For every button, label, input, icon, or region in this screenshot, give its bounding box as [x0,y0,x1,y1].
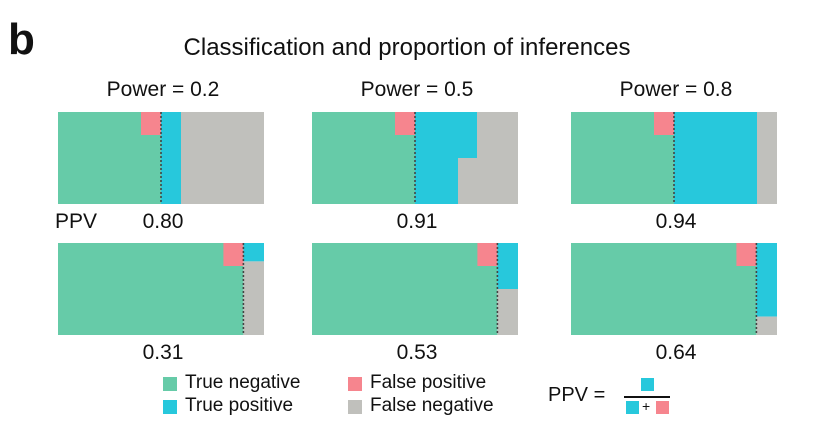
true-positive-r2-c1 [243,243,264,262]
column-header-power-0.8: Power = 0.8 [619,78,733,101]
true-positive-r2-c3 [756,243,777,317]
false-positive-r2-c2 [477,243,498,266]
formula-denominator-false-positive [656,401,669,414]
formula-denominator-true-positive [626,401,639,414]
legend-swatch-true-negative [163,377,177,391]
legend-label-false-negative: False negative [370,395,494,416]
ppv-formula-label: PPV = [548,384,606,406]
false-positive-r1-c2 [395,112,415,135]
formula-numerator-true-positive [641,378,654,391]
ppv-value-r2-c3: 0.64 [655,341,697,364]
false-positive-r2-c3 [736,243,757,266]
false-negative-r2-c2 [497,289,518,335]
formula-plus-sign: + [642,398,651,414]
true-negative-r2-c1 [58,243,244,335]
true-positive-r2-c2 [497,243,518,289]
true-negative-r2-c3 [571,243,757,335]
false-negative-r2-c1 [243,261,264,335]
false-negative-r1-c3 [757,112,777,204]
ppv-value-r1-c1: 0.80 [142,210,184,233]
legend-label-false-positive: False positive [370,372,487,393]
legend-swatch-false-positive [348,377,362,391]
ppv-value-r1-c3: 0.94 [655,210,697,233]
column-header-power-0.2: Power = 0.2 [106,78,220,101]
chart-title: Classification and proportion of inferen… [183,34,631,61]
true-positive-r1-c1 [161,112,181,204]
false-positive-r2-c1 [223,243,244,266]
false-negative-r2-c3 [756,316,777,335]
formula-fraction-line [624,396,670,398]
true-positive-r1-c2 [415,112,458,204]
ppv-value-r2-c1: 0.31 [142,341,184,364]
legend-label-true-negative: True negative [185,372,301,393]
false-negative-r1-c1 [181,112,264,204]
legend-swatch-false-negative [348,400,362,414]
true-positive-r1-c3 [674,112,757,204]
false-positive-r1-c1 [141,112,161,135]
false-negative-r1-c2 [458,158,518,204]
true-positive-upper-r1-c2 [458,112,477,158]
true-negative-r2-c2 [312,243,498,335]
legend-label-true-positive: True positive [185,395,294,416]
ppv-value-r1-c2: 0.91 [396,210,438,233]
false-positive-r1-c3 [654,112,674,135]
false-negative-upper-r1-c2 [477,112,518,158]
ppv-row-label: PPV [55,210,98,233]
ppv-value-r2-c2: 0.53 [396,341,438,364]
panel-letter: b [8,15,35,64]
legend-swatch-true-positive [163,400,177,414]
column-header-power-0.5: Power = 0.5 [360,78,474,101]
